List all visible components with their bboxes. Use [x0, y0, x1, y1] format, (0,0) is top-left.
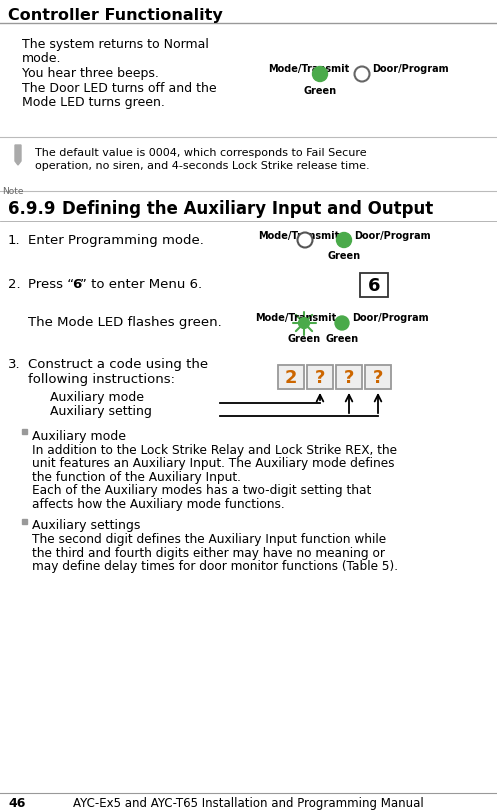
Circle shape: [313, 67, 328, 83]
Text: Mode/Transmit: Mode/Transmit: [258, 230, 339, 241]
Text: Green: Green: [328, 251, 360, 260]
Text: Mode LED turns green.: Mode LED turns green.: [22, 96, 165, 109]
Text: Green: Green: [326, 333, 358, 344]
Circle shape: [354, 67, 369, 83]
Text: Enter Programming mode.: Enter Programming mode.: [28, 234, 204, 247]
Text: 1.: 1.: [8, 234, 20, 247]
Text: Each of the Auxiliary modes has a two-digit setting that: Each of the Auxiliary modes has a two-di…: [32, 484, 371, 497]
Text: Door/Program: Door/Program: [354, 230, 430, 241]
FancyBboxPatch shape: [22, 430, 27, 435]
Text: Controller Functionality: Controller Functionality: [8, 8, 223, 23]
Text: ?: ?: [344, 368, 354, 387]
Text: 6.9.9: 6.9.9: [8, 200, 56, 217]
Text: the function of the Auxiliary Input.: the function of the Auxiliary Input.: [32, 470, 241, 483]
Text: following instructions:: following instructions:: [28, 372, 175, 385]
Text: Defining the Auxiliary Input and Output: Defining the Auxiliary Input and Output: [62, 200, 433, 217]
Circle shape: [336, 234, 351, 248]
Text: You hear three beeps.: You hear three beeps.: [22, 67, 159, 80]
Text: Auxiliary mode: Auxiliary mode: [32, 430, 126, 443]
FancyBboxPatch shape: [360, 273, 388, 298]
FancyBboxPatch shape: [22, 519, 27, 524]
Text: affects how the Auxiliary mode functions.: affects how the Auxiliary mode functions…: [32, 497, 285, 510]
Text: Note: Note: [2, 187, 24, 195]
Circle shape: [298, 234, 313, 248]
Polygon shape: [15, 146, 21, 165]
Text: Door/Program: Door/Program: [372, 64, 449, 74]
Text: Press “: Press “: [28, 277, 74, 290]
Text: 2.: 2.: [8, 277, 20, 290]
Text: operation, no siren, and 4-seconds Lock Strike release time.: operation, no siren, and 4-seconds Lock …: [35, 161, 370, 171]
Text: Auxiliary setting: Auxiliary setting: [50, 405, 152, 418]
Text: may define delay times for door monitor functions (Table 5).: may define delay times for door monitor …: [32, 560, 398, 573]
Text: 6: 6: [72, 277, 81, 290]
Text: Mode/Transmit: Mode/Transmit: [255, 312, 336, 323]
Text: In addition to the Lock Strike Relay and Lock Strike REX, the: In addition to the Lock Strike Relay and…: [32, 444, 397, 457]
Text: Mode/Transmit: Mode/Transmit: [268, 64, 349, 74]
Text: ” to enter Menu 6.: ” to enter Menu 6.: [80, 277, 202, 290]
Text: Door/Program: Door/Program: [352, 312, 428, 323]
Text: 6: 6: [368, 277, 380, 294]
Text: The default value is 0004, which corresponds to Fail Secure: The default value is 0004, which corresp…: [35, 148, 367, 158]
Text: AYC-Ex5 and AYC-T65 Installation and Programming Manual: AYC-Ex5 and AYC-T65 Installation and Pro…: [73, 796, 424, 809]
Text: 3.: 3.: [8, 358, 20, 371]
Text: The Mode LED flashes green.: The Mode LED flashes green.: [28, 315, 222, 328]
Text: 2: 2: [285, 368, 297, 387]
FancyBboxPatch shape: [278, 366, 304, 389]
FancyBboxPatch shape: [365, 366, 391, 389]
Text: 46: 46: [8, 796, 25, 809]
Text: Green: Green: [304, 85, 336, 96]
Text: The Door LED turns off and the: The Door LED turns off and the: [22, 81, 217, 94]
Text: Green: Green: [287, 333, 321, 344]
Text: ?: ?: [315, 368, 325, 387]
Circle shape: [335, 316, 349, 331]
FancyBboxPatch shape: [336, 366, 362, 389]
Circle shape: [299, 318, 310, 329]
Text: the third and fourth digits either may have no meaning or: the third and fourth digits either may h…: [32, 547, 385, 560]
Text: Auxiliary settings: Auxiliary settings: [32, 519, 140, 532]
Text: Construct a code using the: Construct a code using the: [28, 358, 208, 371]
Text: mode.: mode.: [22, 53, 62, 66]
FancyBboxPatch shape: [307, 366, 333, 389]
Text: ?: ?: [373, 368, 383, 387]
Text: The system returns to Normal: The system returns to Normal: [22, 38, 209, 51]
Text: Auxiliary mode: Auxiliary mode: [50, 391, 144, 404]
Text: unit features an Auxiliary Input. The Auxiliary mode defines: unit features an Auxiliary Input. The Au…: [32, 457, 395, 470]
Text: The second digit defines the Auxiliary Input function while: The second digit defines the Auxiliary I…: [32, 533, 386, 546]
